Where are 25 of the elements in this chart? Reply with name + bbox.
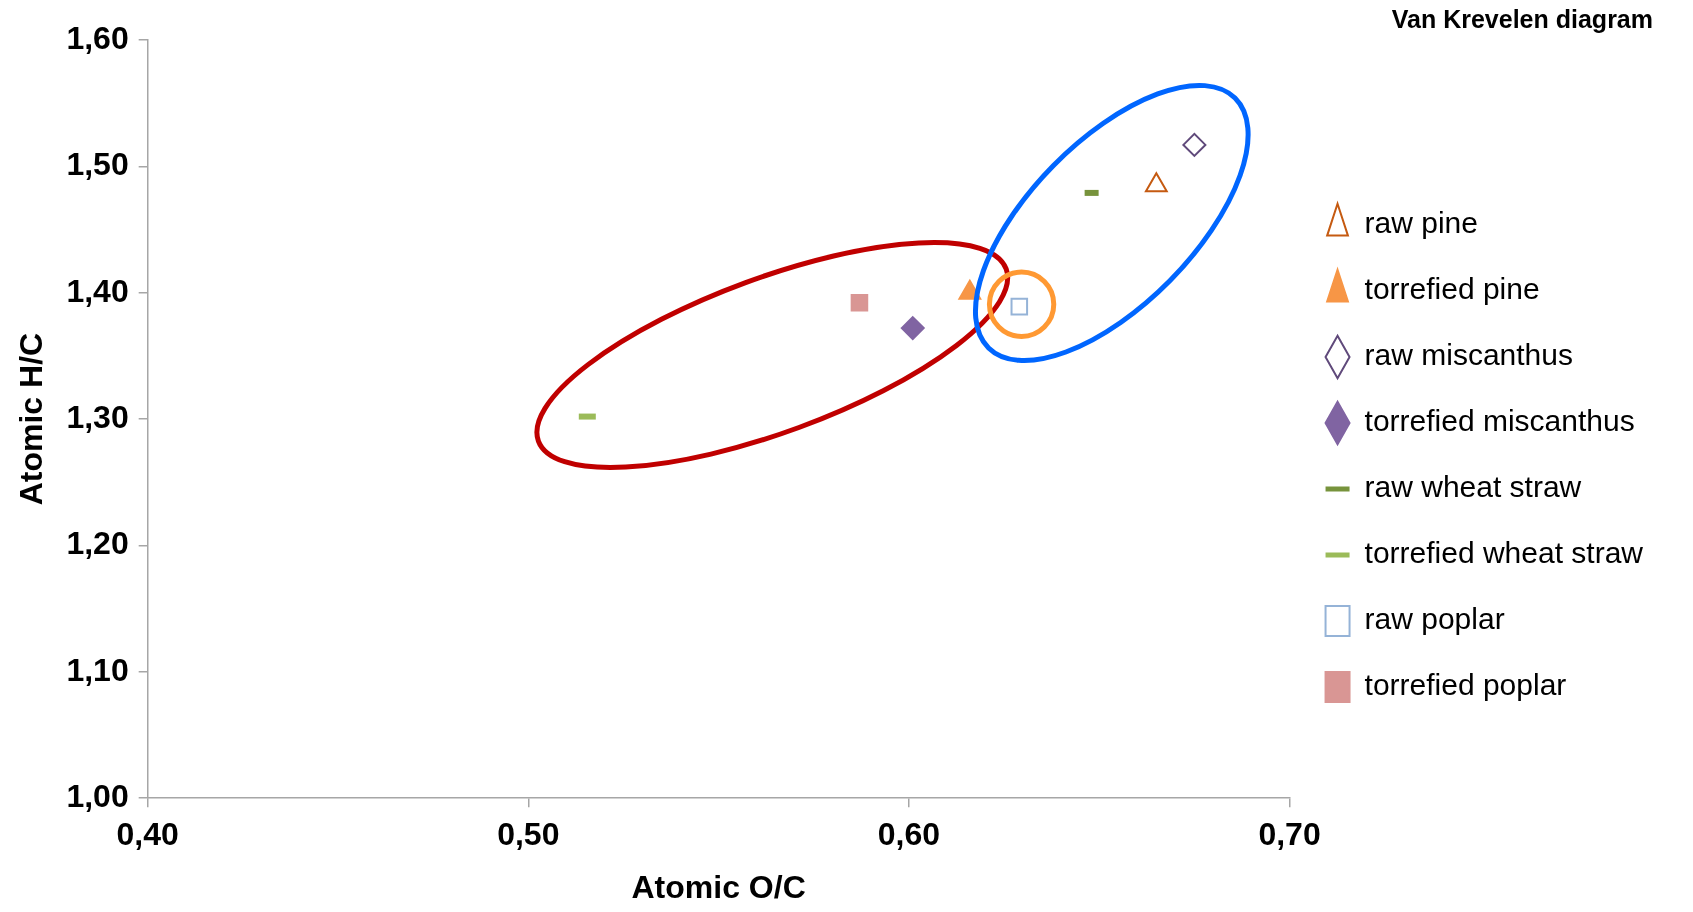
legend-label: raw poplar [1364, 602, 1505, 636]
legend-label: torrefied pine [1364, 272, 1540, 306]
y-tick-label: 1,10 [66, 651, 129, 688]
point [1182, 132, 1207, 157]
legend-label: raw wheat straw [1364, 470, 1582, 504]
x-tick-label: 0,70 [1258, 816, 1321, 853]
x-tick-label: 0,50 [497, 816, 560, 853]
y-tick-label: 1,50 [66, 146, 129, 183]
y-tick-label: 1,20 [66, 525, 129, 562]
x-tick-label: 0,60 [877, 816, 941, 853]
y-tick-label: 1,00 [66, 778, 129, 815]
legend-label: torrefied poplar [1364, 668, 1567, 702]
x-tick-label: 0,40 [116, 816, 179, 853]
text: Van Krevelen diagram [1391, 4, 1653, 33]
legend-label: torrefied miscanthus [1364, 404, 1635, 438]
y-axis-title: Atomic H/C [13, 332, 50, 506]
y-tick-label: 1,40 [66, 272, 129, 309]
legend-label: torrefied wheat straw [1364, 536, 1644, 570]
y-tick-label: 1,30 [66, 398, 129, 435]
x-axis-title: Atomic O/C [631, 868, 806, 905]
point [850, 294, 869, 312]
point [900, 316, 925, 341]
legend-label: raw pine [1364, 206, 1478, 240]
legend-label: raw miscanthus [1364, 338, 1573, 372]
y-tick-label: 1,60 [66, 19, 129, 56]
